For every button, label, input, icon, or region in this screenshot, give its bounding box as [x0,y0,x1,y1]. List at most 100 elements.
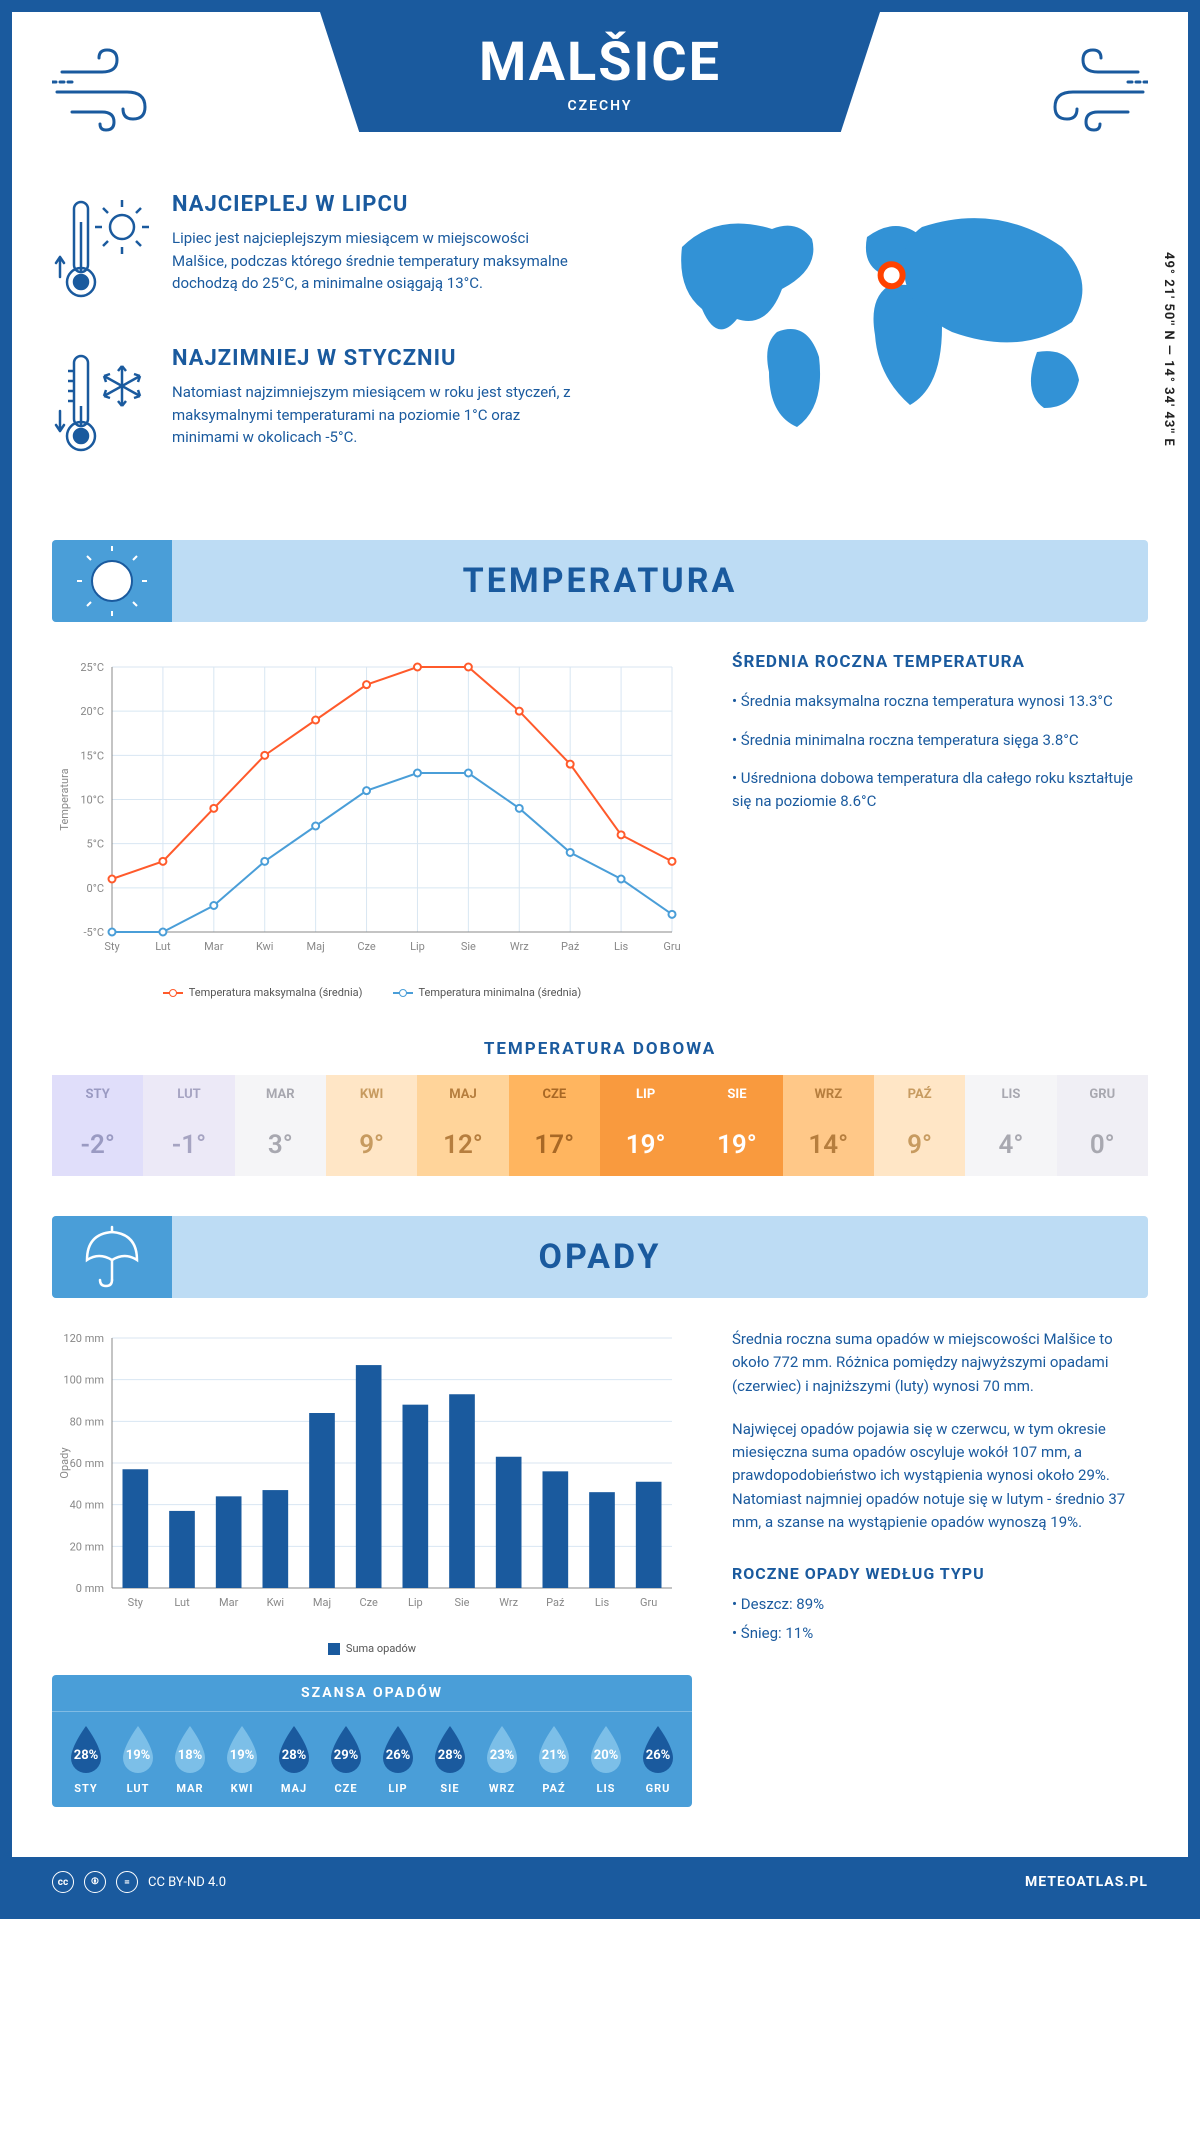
precip-type: • Deszcz: 89% [732,1593,1148,1616]
legend-min-label: Temperatura minimalna (średnia) [419,986,582,999]
legend-max-label: Temperatura maksymalna (średnia) [189,986,363,999]
precipitation-body: 0 mm20 mm40 mm60 mm80 mm100 mm120 mmOpad… [12,1298,1188,1827]
chance-cell: 19%LUT [112,1724,164,1795]
svg-text:20 mm: 20 mm [70,1540,104,1553]
svg-text:Sty: Sty [104,940,120,953]
chance-cell: 20%LIS [580,1724,632,1795]
svg-text:Sie: Sie [454,1596,469,1609]
svg-text:Mar: Mar [219,1596,239,1609]
svg-text:100 mm: 100 mm [63,1374,104,1387]
temperature-chart: -5°C0°C5°C10°C15°C20°C25°CStyLutMarKwiMa… [52,652,692,999]
daily-cell: WRZ14° [783,1075,874,1176]
chance-cell: 23%WRZ [476,1724,528,1795]
svg-text:Lip: Lip [410,940,425,953]
svg-text:120 mm: 120 mm [63,1332,104,1345]
chance-cell: 28%SIE [424,1724,476,1795]
sun-icon [52,540,172,622]
cold-text: Natomiast najzimniejszym miesiącem w rok… [172,381,572,449]
svg-text:15°C: 15°C [80,749,104,762]
svg-text:20°C: 20°C [80,705,104,718]
footer-license: cc 🅯 = CC BY-ND 4.0 [52,1871,226,1893]
temp-bullet: • Uśredniona dobowa temperatura dla całe… [732,767,1148,812]
daily-cell: KWI9° [326,1075,417,1176]
svg-text:80 mm: 80 mm [70,1415,104,1428]
svg-text:Gru: Gru [640,1596,657,1609]
svg-text:Temperatura: Temperatura [58,768,71,830]
umbrella-icon [52,1216,172,1298]
daily-temp-table: STY-2°LUT-1°MAR3°KWI9°MAJ12°CZE17°LIP19°… [52,1075,1148,1176]
svg-text:Kwi: Kwi [267,1596,285,1609]
chance-cell: 26%LIP [372,1724,424,1795]
svg-text:Maj: Maj [313,1596,331,1609]
infographic-container: MALŠICE CZECHY NAJCIEPLEJ W LIPCU Lipiec… [0,0,1200,1919]
footer: cc 🅯 = CC BY-ND 4.0 METEOATLAS.PL [12,1857,1188,1907]
thermometer-hot-icon [52,192,152,316]
chance-cell: 26%GRU [632,1724,684,1795]
precip-p1: Średnia roczna suma opadów w miejscowośc… [732,1328,1148,1398]
svg-text:Wrz: Wrz [499,1596,518,1609]
wind-icon-right [1008,42,1148,136]
precipitation-left: 0 mm20 mm40 mm60 mm80 mm100 mm120 mmOpad… [52,1328,692,1807]
daily-cell: PAŹ9° [874,1075,965,1176]
svg-text:Lut: Lut [155,940,171,953]
precipitation-info: Średnia roczna suma opadów w miejscowośc… [732,1328,1148,1807]
thermometer-cold-icon [52,346,152,470]
daily-cell: MAR3° [235,1075,326,1176]
svg-text:Mar: Mar [204,940,224,953]
daily-cell: SIE19° [691,1075,782,1176]
coordinates: 49° 21' 50'' N — 14° 34' 43'' E [1161,252,1176,447]
chance-box: SZANSA OPADÓW 28%STY19%LUT18%MAR19%KWI28… [52,1675,692,1807]
svg-text:25°C: 25°C [80,661,104,674]
hot-block: NAJCIEPLEJ W LIPCU Lipiec jest najcieple… [52,192,622,316]
title-banner: MALŠICE CZECHY [320,12,880,132]
chance-cell: 19%KWI [216,1724,268,1795]
header: MALŠICE CZECHY [12,12,1188,172]
svg-text:Paź: Paź [561,940,580,953]
temperature-section-bar: TEMPERATURA [52,540,1148,622]
precip-p2: Najwięcej opadów pojawia się w czerwcu, … [732,1418,1148,1534]
daily-cell: LUT-1° [143,1075,234,1176]
hot-text: Lipiec jest najcieplejszym miesiącem w m… [172,227,572,295]
temperature-legend: Temperatura maksymalna (średnia) Tempera… [52,986,692,999]
svg-text:Gru: Gru [663,940,680,953]
svg-text:Lut: Lut [174,1596,190,1609]
precipitation-title: OPADY [539,1237,662,1277]
svg-text:Paź: Paź [546,1596,565,1609]
daily-temp-title: TEMPERATURA DOBOWA [12,1039,1188,1059]
cold-title: NAJZIMNIEJ W STYCZNIU [172,346,572,371]
svg-text:40 mm: 40 mm [70,1499,104,1512]
nd-icon: = [116,1871,138,1893]
chance-cell: 29%CZE [320,1724,372,1795]
daily-cell: GRU0° [1057,1075,1148,1176]
daily-cell: LIS4° [965,1075,1056,1176]
daily-cell: STY-2° [52,1075,143,1176]
precipitation-section-bar: OPADY [52,1216,1148,1298]
cold-block: NAJZIMNIEJ W STYCZNIU Natomiast najzimni… [52,346,622,470]
svg-text:Lip: Lip [408,1596,423,1609]
svg-text:10°C: 10°C [80,794,104,807]
temperature-body: -5°C0°C5°C10°C15°C20°C25°CStyLutMarKwiMa… [12,622,1188,1029]
license-text: CC BY-ND 4.0 [148,1875,226,1890]
intro-text: NAJCIEPLEJ W LIPCU Lipiec jest najcieple… [52,192,622,500]
temperature-title: TEMPERATURA [463,561,738,601]
intro-section: NAJCIEPLEJ W LIPCU Lipiec jest najcieple… [12,172,1188,540]
svg-text:Lis: Lis [614,940,629,953]
svg-text:Sty: Sty [128,1596,144,1609]
wind-icon-left [52,42,192,136]
svg-text:Opady: Opady [58,1447,71,1479]
by-icon: 🅯 [84,1871,106,1893]
precip-type: • Śnieg: 11% [732,1622,1148,1645]
chance-cell: 28%STY [60,1724,112,1795]
temp-bullet: • Średnia minimalna roczna temperatura s… [732,729,1148,752]
svg-text:Sie: Sie [461,940,476,953]
world-map: 49° 21' 50'' N — 14° 34' 43'' E [642,192,1148,500]
svg-text:5°C: 5°C [87,838,104,851]
daily-cell: LIP19° [600,1075,691,1176]
country-name: CZECHY [568,98,633,114]
temperature-info: ŚREDNIA ROCZNA TEMPERATURA • Średnia mak… [732,652,1148,999]
svg-text:Cze: Cze [359,1596,378,1609]
precipitation-legend: Suma opadów [52,1642,692,1655]
chance-cell: 18%MAR [164,1724,216,1795]
precip-types-title: ROCZNE OPADY WEDŁUG TYPU [732,1564,1148,1583]
chance-cell: 28%MAJ [268,1724,320,1795]
